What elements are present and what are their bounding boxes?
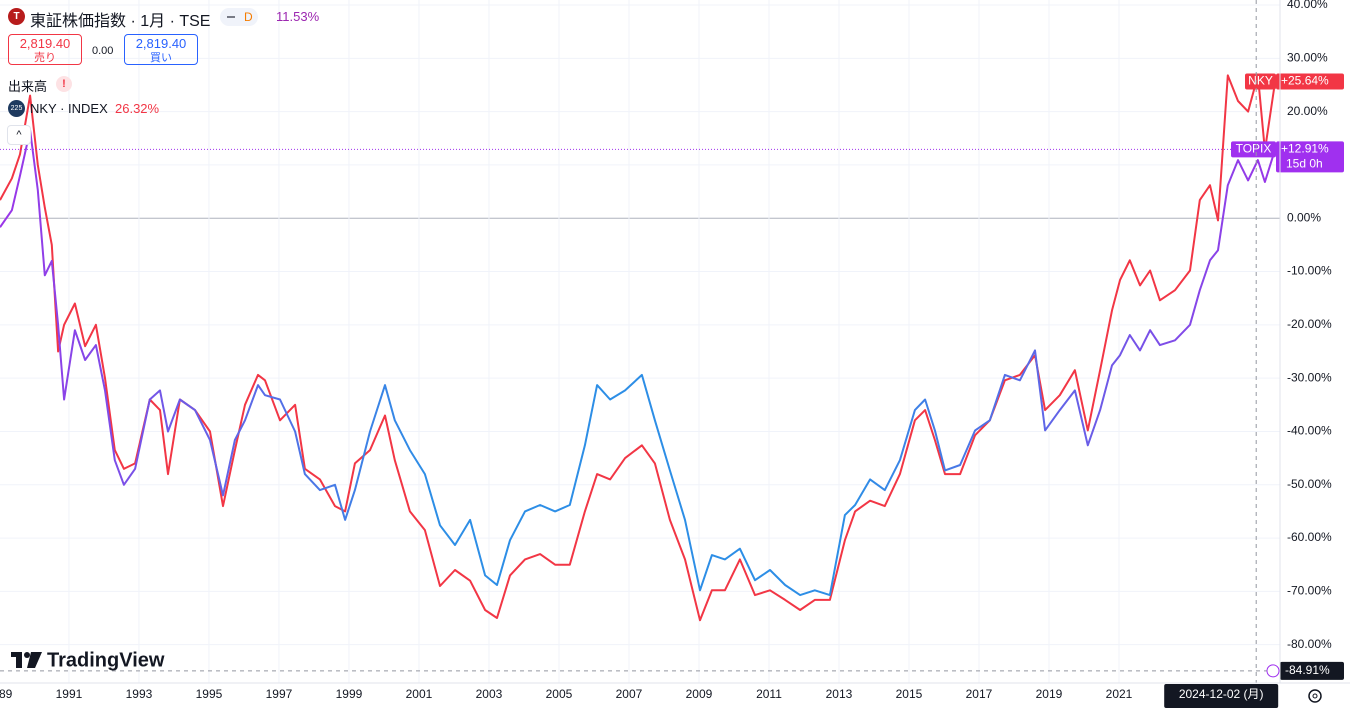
y-tick-label: 20.00% — [1287, 104, 1328, 118]
y-tick-label: -40.00% — [1287, 424, 1332, 438]
symbol-icon: T — [8, 8, 25, 25]
y-tick-label: -60.00% — [1287, 530, 1332, 544]
warning-icon[interactable]: ! — [56, 76, 72, 92]
value-label: +25.64% — [1281, 74, 1329, 88]
x-tick-label: 2021 — [1106, 687, 1133, 701]
y-tick-label: -80.00% — [1287, 637, 1332, 651]
compare-change: 26.32% — [115, 101, 160, 116]
x-tick-label: 2015 — [896, 687, 923, 701]
y-tick-label: 30.00% — [1287, 50, 1328, 64]
settings-icon[interactable] — [1308, 689, 1322, 703]
countdown: 15d 0h — [1286, 157, 1323, 171]
x-tick-label: 2005 — [546, 687, 573, 701]
logo-text: TradingView — [47, 649, 165, 671]
x-tick-label: 1999 — [336, 687, 363, 701]
y-tick-label: -70.00% — [1287, 584, 1332, 598]
value-label: +12.91% — [1281, 142, 1329, 156]
collapse-button[interactable]: ^ — [7, 125, 31, 145]
x-tick-label: 1993 — [126, 687, 153, 701]
volume-label[interactable]: 出来高 — [8, 79, 48, 94]
buy-label: 買い — [150, 52, 172, 64]
compare-icon: 225 — [8, 100, 25, 117]
crosshair-x-label: 2024-12-02 (月) — [1179, 687, 1264, 701]
status: D — [244, 10, 253, 24]
y-tick-label: -50.00% — [1287, 477, 1332, 491]
crosshair-y-label: -84.91% — [1285, 663, 1330, 677]
series-name: TOPIX — [1236, 142, 1272, 156]
x-tick-label: 2017 — [966, 687, 993, 701]
x-tick-label: 1991 — [56, 687, 83, 701]
crosshair-x-tag — [1164, 684, 1279, 708]
status-pill: D — [220, 8, 258, 26]
x-tick-label: 2001 — [406, 687, 433, 701]
value-tag — [1276, 73, 1344, 90]
series-name-tag — [1245, 73, 1276, 90]
buy-price: 2,819.40 — [135, 36, 187, 51]
y-tick-label: 0.00% — [1287, 210, 1321, 224]
symbol-title[interactable]: 東証株価指数 · 1月 · TSE — [30, 13, 211, 30]
x-tick-label: 1997 — [266, 687, 293, 701]
x-tick-label: 2019 — [1036, 687, 1063, 701]
y-tick-label: -30.00% — [1287, 370, 1332, 384]
logo: TradingView — [11, 649, 165, 671]
sell-label: 売り — [34, 52, 56, 64]
x-tick-label: 2007 — [616, 687, 643, 701]
sell-button[interactable]: 2,819.40 売り — [8, 34, 82, 65]
change: 11.53% — [276, 9, 320, 24]
x-tick-label: 1989 — [0, 687, 13, 701]
crosshair-y-tag — [1280, 661, 1344, 680]
y-tick-label: -10.00% — [1287, 264, 1332, 278]
series-line — [0, 74, 1277, 622]
sell-price: 2,819.40 — [19, 36, 71, 51]
crosshair-marker — [1266, 664, 1280, 678]
y-tick-label: 40.00% — [1287, 0, 1328, 11]
series-line — [0, 129, 1277, 597]
value-tag — [1276, 141, 1344, 173]
x-tick-label: 1995 — [196, 687, 223, 701]
spread: 0.00 — [92, 45, 114, 57]
buy-button[interactable]: 2,819.40 買い — [124, 34, 198, 65]
compare-symbol[interactable]: NKY · INDEX — [30, 101, 108, 116]
series-name: NKY — [1248, 74, 1273, 88]
y-tick-label: -20.00% — [1287, 317, 1332, 331]
x-tick-label: 2011 — [756, 687, 782, 701]
x-tick-label: 2003 — [476, 687, 503, 701]
x-tick-label: 2009 — [686, 687, 713, 701]
x-tick-label: 2013 — [826, 687, 853, 701]
series-name-tag — [1231, 141, 1276, 158]
